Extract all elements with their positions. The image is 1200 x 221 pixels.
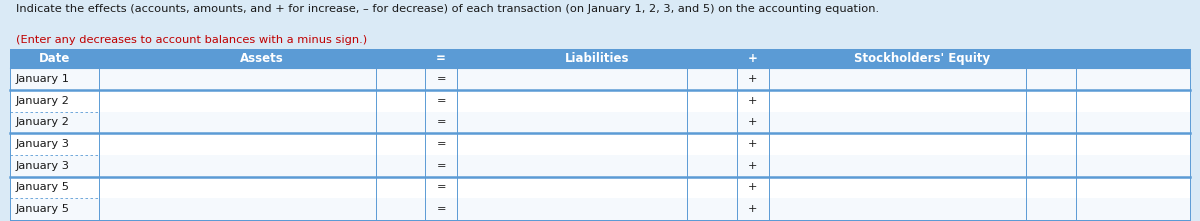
- Text: January 1: January 1: [16, 74, 70, 84]
- Text: +: +: [749, 139, 757, 149]
- Text: +: +: [749, 161, 757, 171]
- Text: +: +: [749, 182, 757, 192]
- Text: Assets: Assets: [240, 52, 284, 65]
- Text: =: =: [437, 117, 446, 128]
- Text: Indicate the effects (accounts, amounts, and + for increase, – for decrease) of : Indicate the effects (accounts, amounts,…: [16, 4, 882, 14]
- Text: =: =: [437, 204, 446, 214]
- Bar: [10, 177, 1190, 198]
- Text: =: =: [437, 161, 446, 171]
- Text: January 3: January 3: [16, 139, 70, 149]
- Text: =: =: [437, 182, 446, 192]
- Bar: [10, 112, 1190, 133]
- Text: Date: Date: [38, 52, 70, 65]
- Text: January 5: January 5: [16, 204, 70, 214]
- Bar: [10, 133, 1190, 155]
- Bar: [10, 155, 1190, 177]
- Text: =: =: [437, 52, 446, 65]
- Bar: [10, 68, 1190, 90]
- Text: January 3: January 3: [16, 161, 70, 171]
- Text: +: +: [749, 117, 757, 128]
- Text: =: =: [437, 74, 446, 84]
- Text: (Enter any decreases to account balances with a minus sign.): (Enter any decreases to account balances…: [16, 35, 367, 45]
- Text: +: +: [749, 204, 757, 214]
- Text: January 2: January 2: [16, 96, 70, 106]
- Bar: [10, 90, 1190, 112]
- Text: January 5: January 5: [16, 182, 70, 192]
- Bar: [10, 49, 1190, 220]
- Bar: [10, 49, 1190, 68]
- Text: +: +: [749, 96, 757, 106]
- Text: January 2: January 2: [16, 117, 70, 128]
- Text: =: =: [437, 96, 446, 106]
- Text: +: +: [748, 52, 758, 65]
- Bar: [10, 198, 1190, 220]
- Text: Liabilities: Liabilities: [565, 52, 629, 65]
- Text: =: =: [437, 139, 446, 149]
- Text: +: +: [749, 74, 757, 84]
- Text: Stockholders' Equity: Stockholders' Equity: [854, 52, 990, 65]
